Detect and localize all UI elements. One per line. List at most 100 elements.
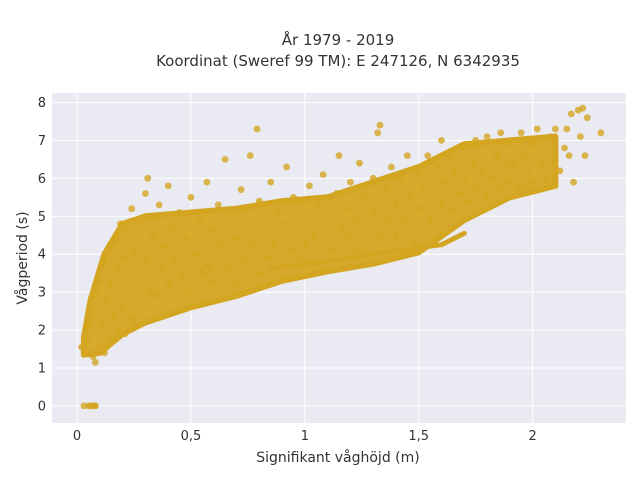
scatter-point-42	[164, 281, 172, 288]
scatter-point-13	[103, 296, 111, 304]
scatter-point-162	[547, 133, 555, 141]
scatter-point-161	[542, 174, 550, 182]
scatter-point-38	[153, 292, 161, 300]
scatter-point-6	[91, 358, 99, 366]
scatter-point-75	[267, 178, 275, 186]
scatter-point-150	[506, 140, 514, 148]
scatter-point-44	[169, 224, 177, 232]
scatter-point-59	[219, 243, 227, 251]
scatter-point-81	[287, 247, 295, 254]
scatter-point-138	[470, 159, 477, 167]
scatter-point-34	[142, 258, 149, 266]
scatter-point-1	[82, 349, 90, 357]
scatter-point-160	[540, 140, 548, 148]
scatter-point-156	[529, 140, 536, 148]
y-tick-label-1: 1	[38, 362, 46, 377]
scatter-point-5	[91, 307, 99, 315]
scatter-point-93	[324, 212, 331, 220]
y-tick-label-6: 6	[38, 172, 46, 187]
scatter-point-101	[351, 216, 359, 224]
scatter-point-4	[89, 353, 97, 360]
scatter-point-77	[274, 209, 281, 216]
scatter-point-40	[157, 266, 165, 273]
scatter-point-33	[142, 190, 149, 197]
x-tick-label-3: 1,5	[408, 429, 429, 444]
scatter-point-149	[506, 178, 514, 186]
scatter-point-70	[253, 125, 261, 133]
scatter-point-9	[96, 277, 104, 285]
scatter-point-126	[429, 190, 436, 197]
scatter-point-111	[381, 186, 388, 194]
scatter-point-80	[283, 163, 290, 171]
scatter-point-20	[114, 266, 122, 273]
scatter-point-148	[501, 163, 509, 171]
scatter-point-87	[306, 182, 313, 190]
scatter-point-0	[78, 343, 85, 351]
scatter-point-125	[426, 216, 434, 224]
scatter-point-45	[171, 254, 179, 262]
scatter-point-113	[388, 163, 395, 171]
scatter-point-152	[515, 182, 523, 190]
scatter-point-164	[552, 125, 559, 133]
scatter-point-43	[164, 182, 172, 190]
scatter-point-104	[360, 193, 368, 201]
scatter-point-143	[483, 133, 491, 141]
scatter-point-53	[198, 269, 206, 277]
scatter-point-151	[511, 159, 518, 167]
scatter-point-62	[228, 212, 236, 220]
scatter-point-100	[347, 178, 354, 186]
scatter-point-90	[315, 201, 322, 209]
y-axis-title: Vågperiod (s)	[14, 211, 31, 304]
scatter-density	[80, 133, 559, 358]
scatter-point-168	[565, 152, 573, 160]
scatter-point-137	[465, 197, 473, 205]
scatter-point-28	[130, 315, 138, 323]
scatter-point-10	[98, 319, 106, 326]
scatter-point-31	[137, 216, 145, 224]
x-axis-ticks: 0 0,5 1 1,5 2	[73, 429, 537, 444]
scatter-point-71	[255, 269, 263, 277]
scatter-point-174	[581, 152, 589, 160]
scatter-point-106	[369, 174, 377, 182]
scatter-point-89	[312, 258, 320, 266]
scatter-point-127	[433, 163, 441, 171]
scatter-point-98	[342, 205, 350, 213]
scatter-point-121	[415, 171, 423, 179]
scatter-point-114	[392, 201, 400, 209]
scatter-point-88	[310, 231, 318, 239]
scatter-point-108	[374, 129, 382, 137]
y-tick-label-7: 7	[38, 134, 46, 149]
scatter-point-83	[292, 228, 300, 235]
scatter-point-95	[333, 190, 341, 197]
scatter-point-110	[378, 235, 386, 243]
scatter-point-57	[210, 277, 218, 285]
x-tick-label-2: 1	[301, 429, 309, 444]
y-tick-label-0: 0	[38, 399, 46, 414]
scatter-point-85	[301, 212, 309, 220]
scatter-point-76	[269, 239, 277, 247]
scatter-point-14	[105, 247, 113, 254]
scatter-point-112	[383, 216, 391, 224]
scatter-point-63	[233, 235, 240, 243]
scatter-point-159	[538, 159, 546, 167]
scatter-point-165	[556, 167, 564, 175]
scatter-core	[80, 133, 559, 358]
scatter-point-48	[183, 235, 190, 243]
scatter-point-103	[358, 247, 366, 254]
scatter-point-135	[460, 144, 468, 152]
scatter-point-8	[96, 341, 104, 349]
scatter-point-58	[214, 201, 222, 209]
scatter-point-115	[392, 231, 400, 239]
scatter-point-68	[246, 152, 254, 160]
scatter-point-91	[319, 171, 327, 179]
scatter-point-64	[233, 281, 240, 288]
scatter-point-96	[335, 152, 343, 160]
scatter-point-24	[121, 330, 129, 338]
y-axis-ticks: 0 1 2 3 4 5 6 7 8	[38, 96, 46, 414]
scatter-point-144	[488, 174, 495, 182]
scatter-point-122	[415, 205, 423, 213]
chart-title-line-2: Koordinat (Sweref 99 TM): E 247126, N 63…	[156, 52, 520, 70]
scatter-point-145	[492, 152, 500, 160]
scatter-point-147	[497, 129, 505, 137]
scatter-point-134	[456, 190, 464, 197]
